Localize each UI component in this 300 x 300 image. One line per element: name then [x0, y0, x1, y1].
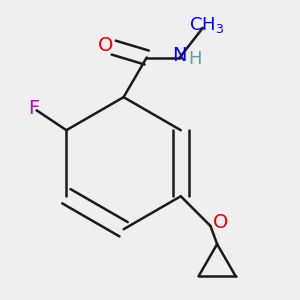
Text: O: O — [98, 37, 113, 56]
Text: O: O — [213, 213, 228, 232]
Text: N: N — [172, 46, 187, 65]
Text: CH$_3$: CH$_3$ — [188, 14, 224, 34]
Text: F: F — [28, 99, 39, 118]
Text: H: H — [188, 50, 201, 68]
